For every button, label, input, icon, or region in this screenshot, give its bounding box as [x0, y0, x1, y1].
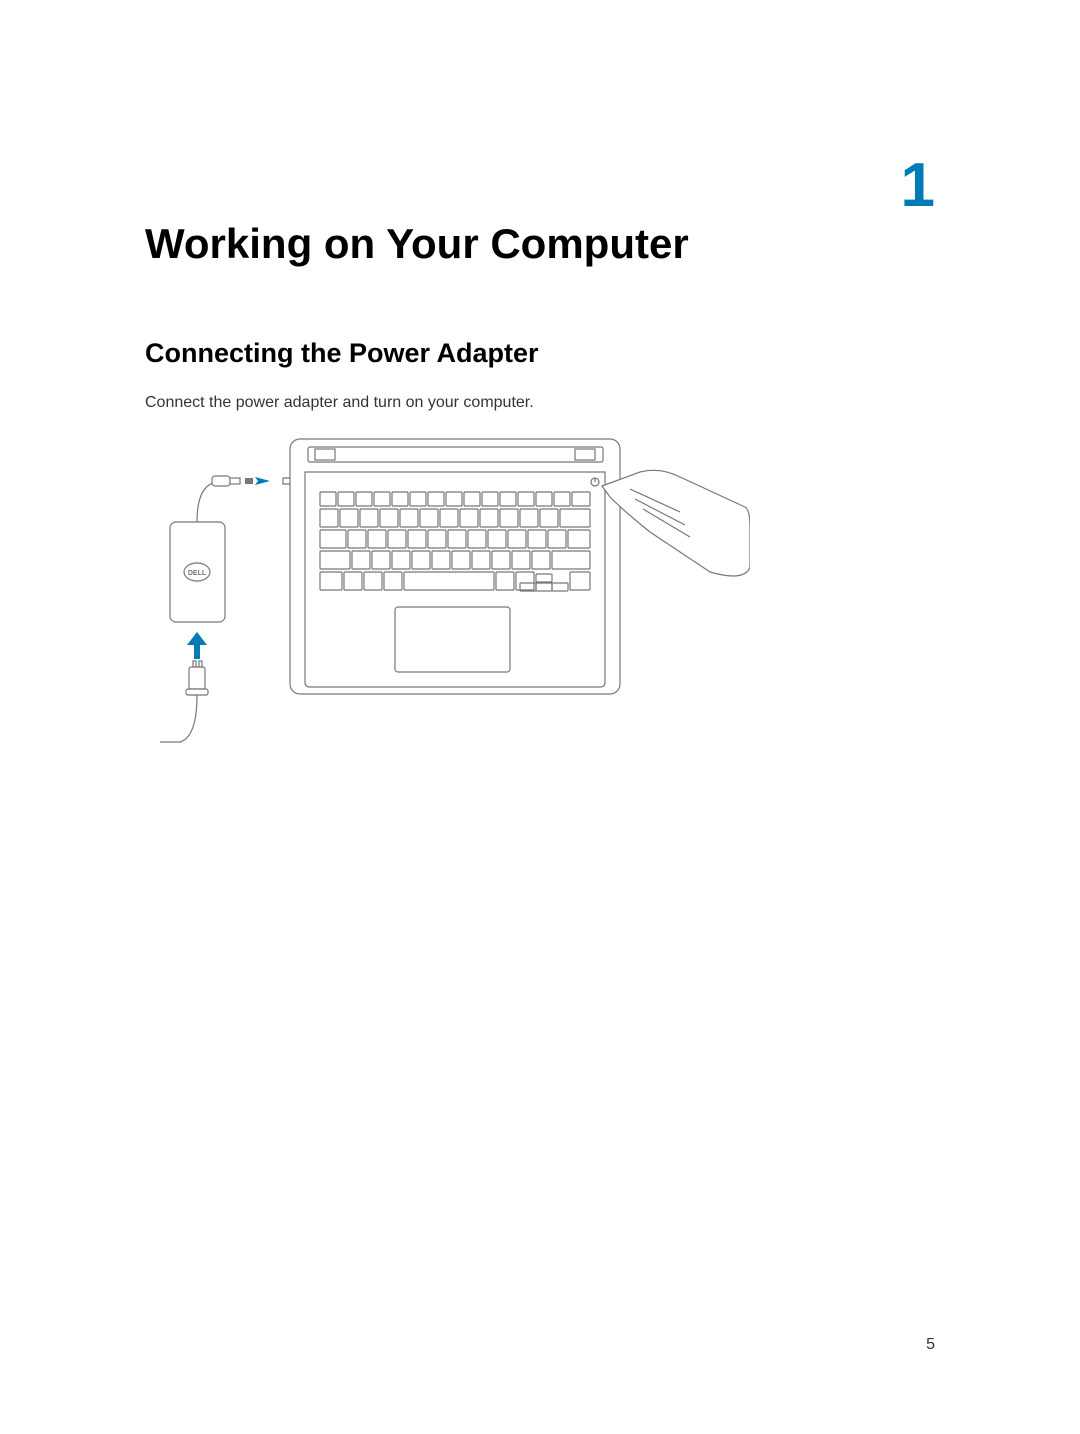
section-body: Connect the power adapter and turn on yo…: [145, 391, 935, 415]
page-number: 5: [926, 1336, 935, 1354]
section-title: Connecting the Power Adapter: [145, 338, 935, 369]
chapter-title: Working on Your Computer: [145, 220, 935, 268]
plug-arrow-icon: [255, 477, 270, 485]
chapter-number: 1: [901, 150, 935, 221]
insert-arrow-icon: [187, 632, 207, 659]
document-page: 1 Working on Your Computer Connecting th…: [0, 0, 1080, 1434]
power-adapter-diagram: DELL: [150, 437, 750, 747]
adapter-brand-label: DELL: [188, 570, 207, 577]
